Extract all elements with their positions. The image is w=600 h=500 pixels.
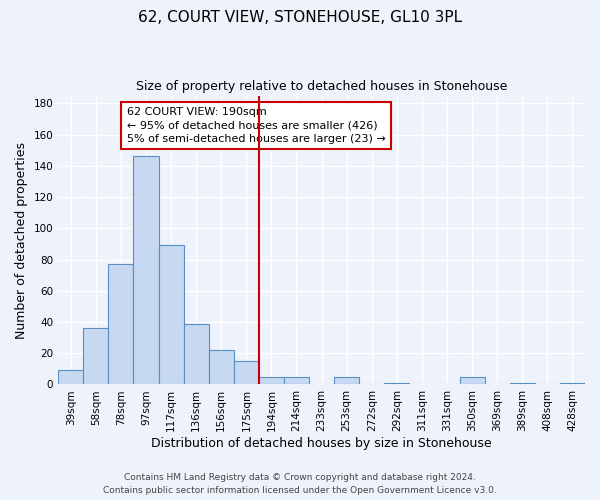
Text: 62 COURT VIEW: 190sqm
← 95% of detached houses are smaller (426)
5% of semi-deta: 62 COURT VIEW: 190sqm ← 95% of detached … (127, 107, 385, 144)
Text: 62, COURT VIEW, STONEHOUSE, GL10 3PL: 62, COURT VIEW, STONEHOUSE, GL10 3PL (138, 10, 462, 25)
Bar (58, 370, 83, 384)
Bar (259, 376, 284, 384)
Bar (385, 383, 409, 384)
Bar (234, 361, 259, 384)
Title: Size of property relative to detached houses in Stonehouse: Size of property relative to detached ho… (136, 80, 507, 93)
Text: Contains HM Land Registry data © Crown copyright and database right 2024.
Contai: Contains HM Land Registry data © Crown c… (103, 474, 497, 495)
Y-axis label: Number of detached properties: Number of detached properties (15, 142, 28, 338)
Bar (158, 246, 184, 384)
Bar (109, 264, 133, 384)
Bar (560, 383, 585, 384)
Bar (83, 328, 109, 384)
Bar (284, 376, 309, 384)
Bar (510, 383, 535, 384)
Bar (133, 156, 158, 384)
Bar (209, 350, 234, 384)
Bar (460, 376, 485, 384)
Bar (184, 324, 209, 384)
X-axis label: Distribution of detached houses by size in Stonehouse: Distribution of detached houses by size … (151, 437, 492, 450)
Bar (334, 376, 359, 384)
